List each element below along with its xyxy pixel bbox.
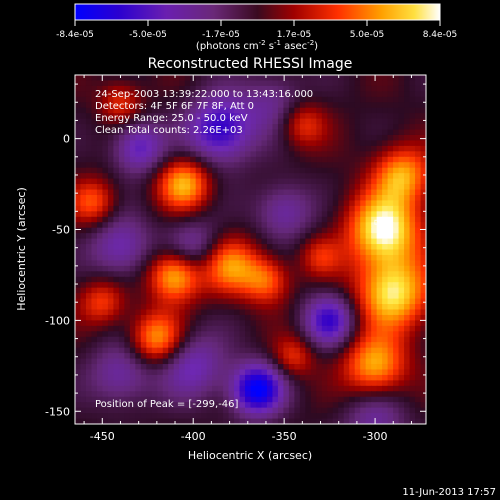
info-line: Detectors: 4F 5F 6F 7F 8F, Att 0 <box>95 101 254 112</box>
x-tick-label: -300 <box>363 430 388 443</box>
info-line: Clean Total counts: 2.26E+03 <box>95 125 243 136</box>
colorbar-tick-label: -1.7e-05 <box>202 30 240 40</box>
x-tick-label: -400 <box>181 430 206 443</box>
y-tick-label: -50 <box>52 224 70 237</box>
peak-position-label: Position of Peak = [-299,-46] <box>95 399 239 410</box>
colorbar-tick-label: -5.0e-05 <box>129 30 167 40</box>
colorbar-tick-label: 1.7e-05 <box>277 30 312 40</box>
y-axis: -150 -100 -50 0 <box>45 83 426 418</box>
x-axis-label: Heliocentric X (arcsec) <box>188 449 312 462</box>
observation-info: 24-Sep-2003 13:39:22.000 to 13:43:16.000… <box>95 89 313 136</box>
colorbar-tick-label: -8.4e-05 <box>56 30 94 40</box>
x-tick-label: -350 <box>272 430 297 443</box>
heatmap-image <box>75 75 426 424</box>
footer-date: 11-Jun-2013 17:57 <box>402 487 496 498</box>
y-axis-label: Heliocentric Y (arcsec) <box>15 187 28 311</box>
colorbar <box>75 4 440 20</box>
info-line: 24-Sep-2003 13:39:22.000 to 13:43:16.000 <box>95 89 313 100</box>
colorbar-unit-label: (photons cm-2 s-1 asec-2) <box>196 39 318 52</box>
x-tick-label: -450 <box>90 430 115 443</box>
info-line: Energy Range: 25.0 - 50.0 keV <box>95 113 248 124</box>
colorbar-ticks: -8.4e-05 -5.0e-05 -1.7e-05 1.7e-05 5.0e-05 8.… <box>56 20 457 40</box>
colorbar-tick-label: 8.4e-05 <box>423 30 458 40</box>
colorbar-frame <box>74 3 441 21</box>
y-tick-label: -150 <box>45 405 70 418</box>
x-axis: -450 -400 -350 -300 <box>83 75 412 443</box>
colorbar-tick-label: 5.0e-05 <box>350 30 385 40</box>
peak-marker <box>374 219 380 225</box>
y-tick-label: 0 <box>63 133 70 146</box>
plot-frame <box>74 74 427 425</box>
chart-title: Reconstructed RHESSI Image <box>148 56 353 72</box>
y-tick-label: -100 <box>45 314 70 327</box>
